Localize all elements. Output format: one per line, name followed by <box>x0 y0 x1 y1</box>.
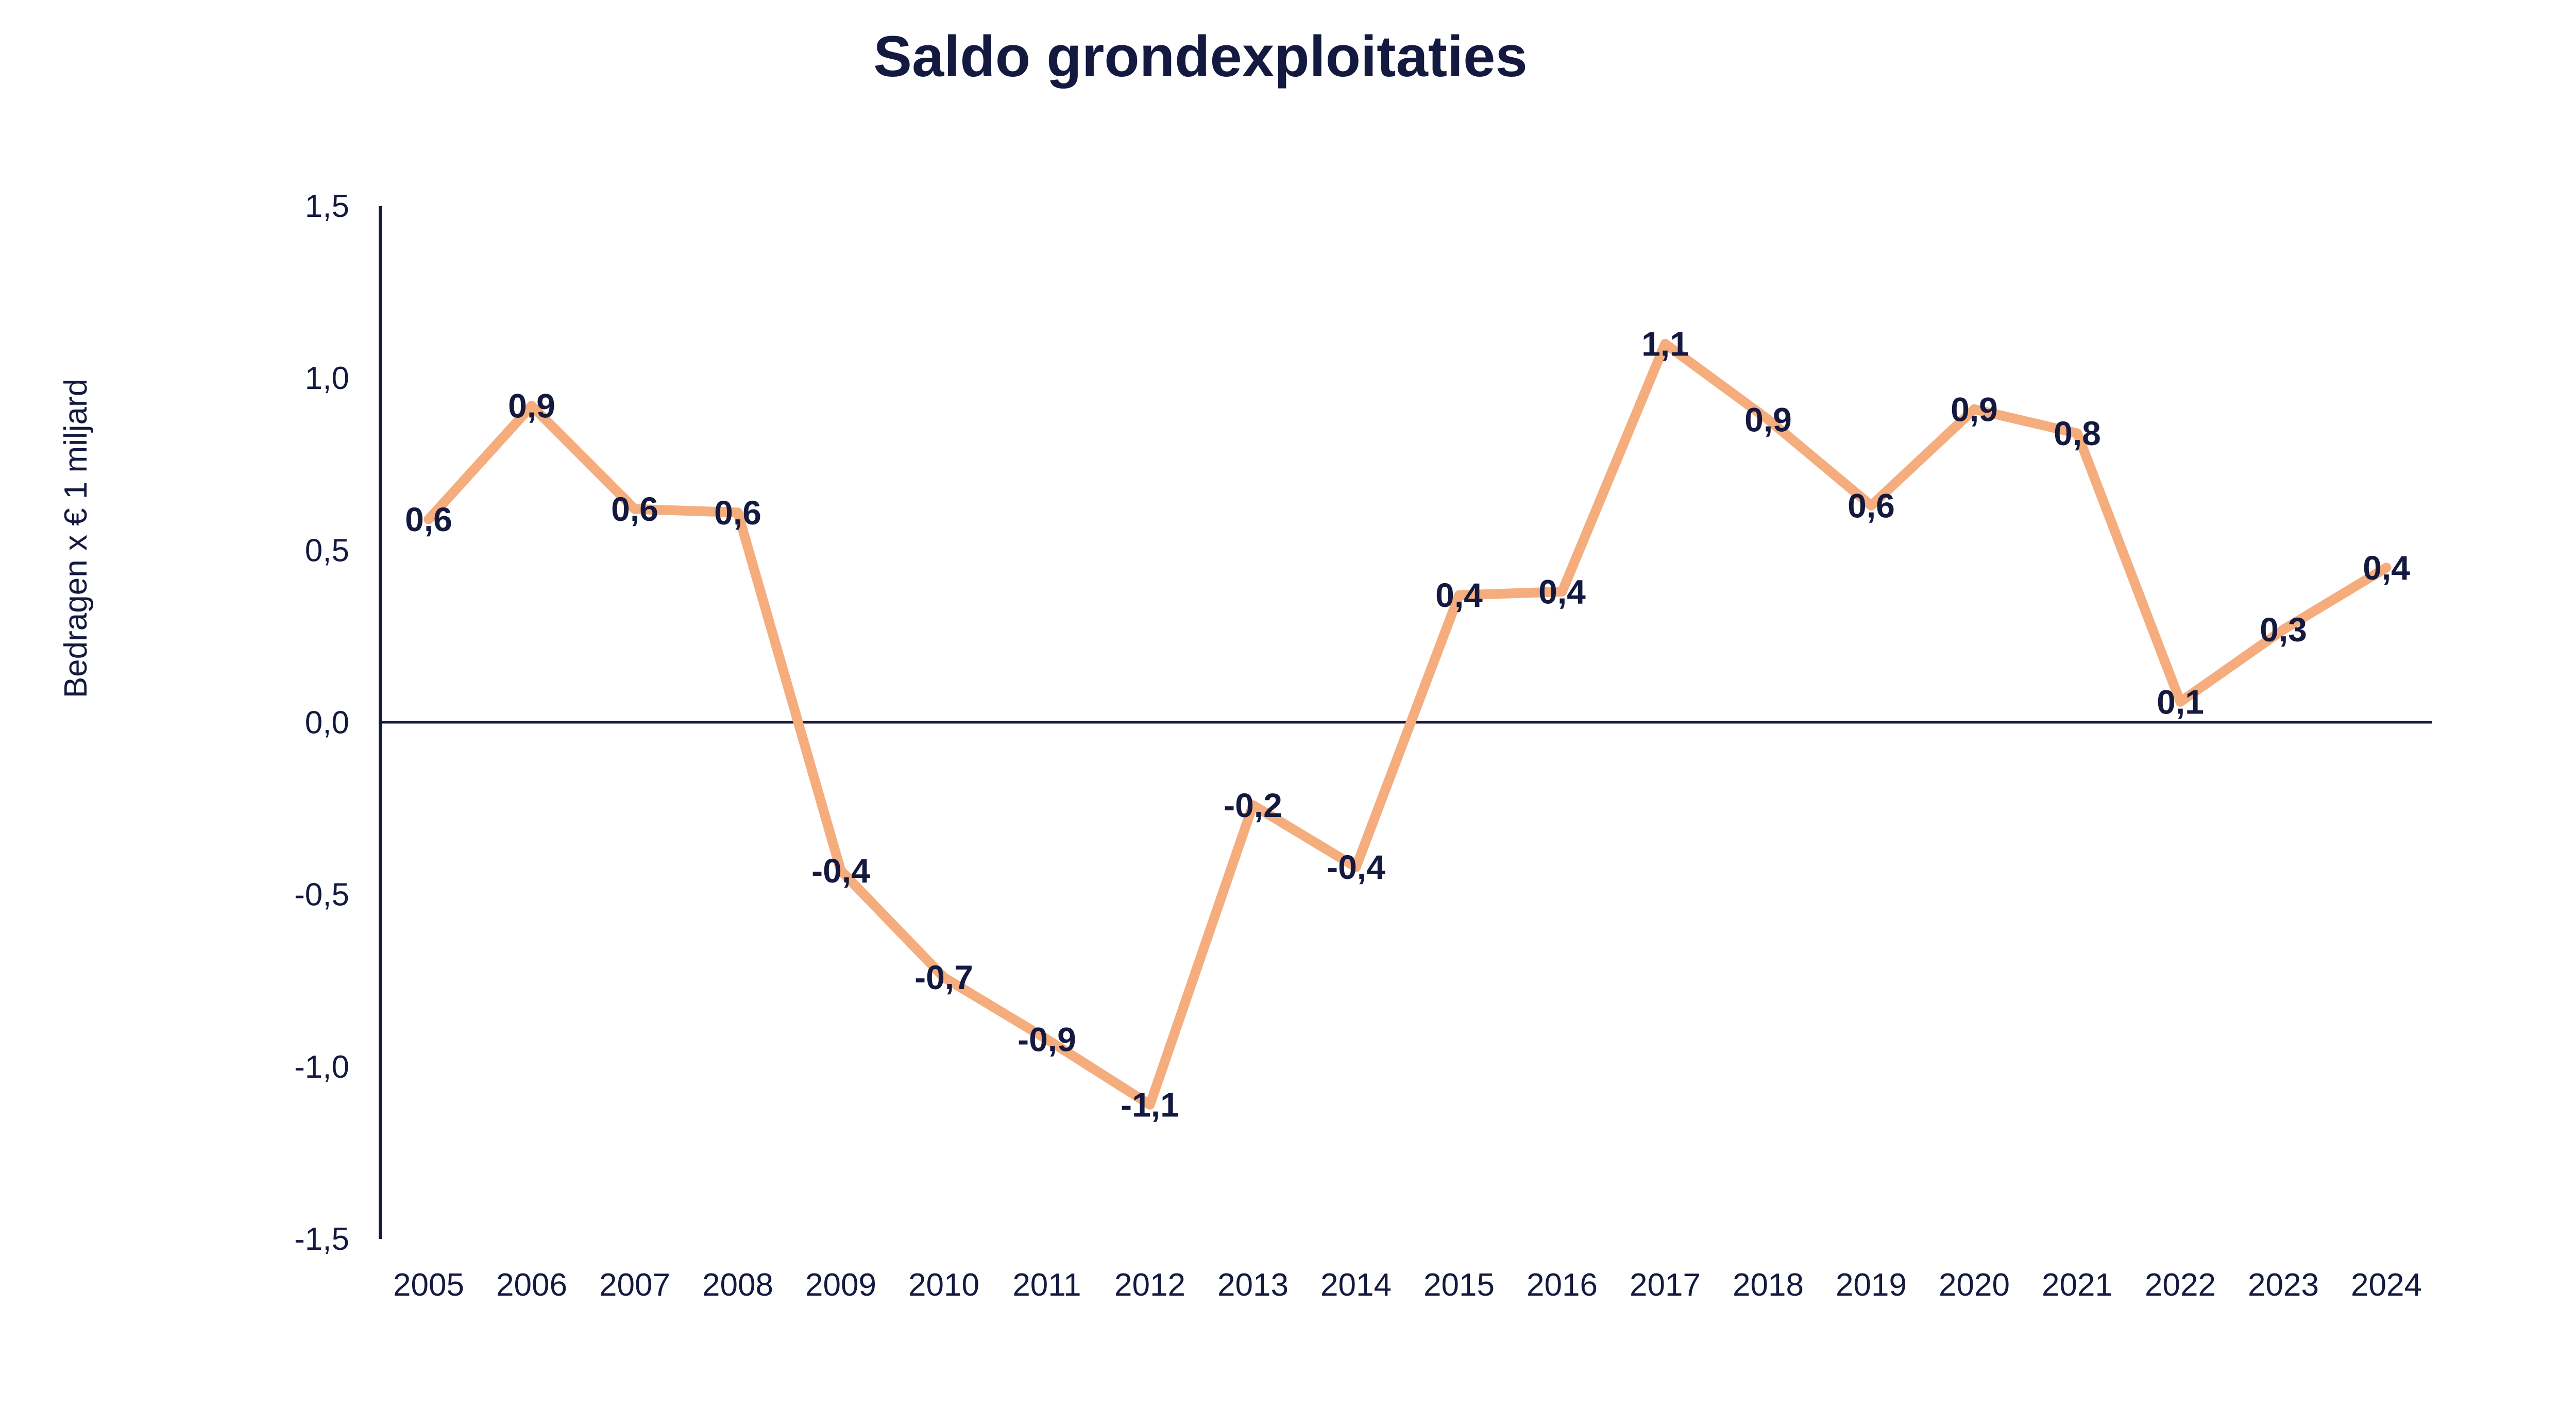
y-tick-label: 1,0 <box>305 361 349 396</box>
data-label: 0,1 <box>2157 683 2204 721</box>
x-tick-label: 2016 <box>1527 1267 1598 1303</box>
data-label: 1,1 <box>1641 325 1689 363</box>
data-label: 0,6 <box>611 490 658 528</box>
x-tick-label: 2009 <box>805 1267 876 1303</box>
data-label: 0,4 <box>1435 576 1483 614</box>
data-label: 0,6 <box>405 500 452 538</box>
x-tick-label: 2008 <box>702 1267 773 1303</box>
data-label: 0,9 <box>1951 390 1998 428</box>
y-tick-label: -0,5 <box>294 877 349 913</box>
x-tick-label: 2021 <box>2042 1267 2113 1303</box>
data-label: -0,7 <box>914 958 973 996</box>
data-label: -0,4 <box>811 852 870 890</box>
x-tick-label: 2006 <box>496 1267 567 1303</box>
data-labels: 0,6 0,9 0,6 0,6 -0,4 -0,7 -0,9 -1,1 -0,2 -0,4 0,4 0… <box>405 325 2410 1124</box>
data-label: -0,9 <box>1018 1020 1076 1058</box>
y-axis-label: Bedragen x € 1 miljard <box>58 379 94 698</box>
data-label: -1,1 <box>1121 1085 1179 1124</box>
x-tick-label: 2023 <box>2248 1267 2319 1303</box>
x-axis-ticks: 2005 2006 2007 2008 2009 2010 2011 2012 2013 2014… <box>393 1267 2422 1303</box>
x-tick-label: 2019 <box>1836 1267 1907 1303</box>
y-tick-label: 1,5 <box>305 189 349 224</box>
x-tick-label: 2018 <box>1733 1267 1804 1303</box>
data-label: 0,4 <box>2363 549 2410 587</box>
y-tick-label: -1,0 <box>294 1049 349 1085</box>
y-axis-ticks: 1,5 1,0 0,5 0,0 -0,5 -1,0 -1,5 <box>294 189 349 1257</box>
x-tick-label: 2010 <box>908 1267 979 1303</box>
x-tick-label: 2015 <box>1423 1267 1495 1303</box>
x-tick-label: 2020 <box>1939 1267 2010 1303</box>
data-label: 0,6 <box>714 494 761 532</box>
data-label: -0,2 <box>1224 786 1282 824</box>
x-tick-label: 2013 <box>1217 1267 1289 1303</box>
data-label: 0,3 <box>2260 610 2307 649</box>
chart-title: Saldo grondexploitaties <box>873 24 1528 89</box>
data-label: -0,4 <box>1327 848 1385 886</box>
x-tick-label: 2005 <box>393 1267 464 1303</box>
y-tick-label: -1,5 <box>294 1221 349 1257</box>
data-label: 0,6 <box>1848 486 1895 524</box>
series-group <box>423 338 2392 1110</box>
x-tick-label: 2017 <box>1630 1267 1701 1303</box>
data-label: 0,9 <box>508 387 555 425</box>
x-tick-label: 2011 <box>1012 1267 1081 1303</box>
data-label: 0,8 <box>2054 414 2101 452</box>
series-line <box>423 338 2392 1110</box>
x-tick-label: 2024 <box>2351 1267 2422 1303</box>
x-tick-label: 2012 <box>1114 1267 1185 1303</box>
data-label: 0,9 <box>1744 400 1792 438</box>
x-tick-label: 2022 <box>2145 1267 2216 1303</box>
y-tick-label: 0,5 <box>305 533 349 568</box>
x-tick-label: 2014 <box>1320 1267 1392 1303</box>
y-tick-label: 0,0 <box>305 705 349 741</box>
data-label: 0,4 <box>1538 573 1586 611</box>
x-tick-label: 2007 <box>599 1267 670 1303</box>
